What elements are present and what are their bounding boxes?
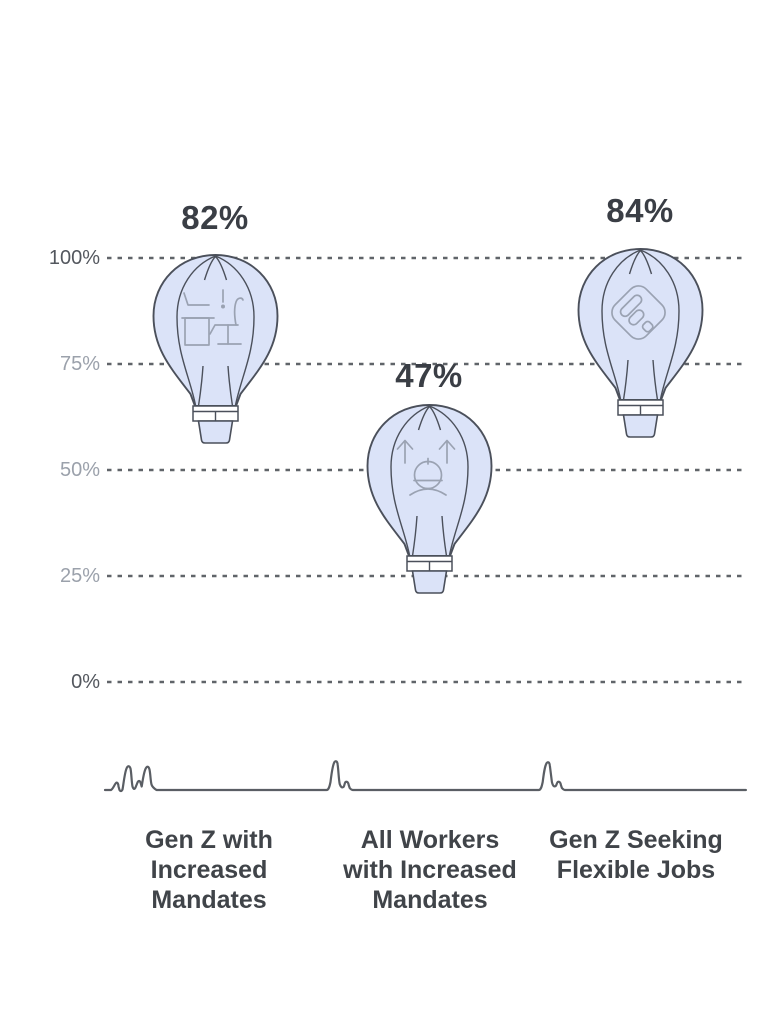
value-label-gen-z-mandates: 82% <box>181 199 249 236</box>
category-line: Mandates <box>151 886 267 914</box>
category-line: Flexible Jobs <box>556 856 716 884</box>
value-label-all-workers: 47% <box>395 357 463 394</box>
ground-grass-line <box>103 760 747 793</box>
flex-diamond-logo-icon <box>611 285 666 340</box>
y-tick-label-100: 100% <box>48 247 100 269</box>
y-tick-label-75: 75% <box>59 353 100 375</box>
category-line: Increased <box>150 856 268 884</box>
value-label-gen-z-flexible: 84% <box>606 192 674 229</box>
rising-arrows-sad-face-icon <box>396 439 456 496</box>
y-tick-label-50: 50% <box>59 459 100 481</box>
balloon-all-workers-increased-mandates <box>366 404 493 594</box>
category-line: All Workers <box>360 826 500 854</box>
balloon-gen-z-seeking-flexible-jobs <box>577 248 704 438</box>
category-line: Gen Z with <box>145 826 273 854</box>
y-tick-label-25: 25% <box>59 565 100 587</box>
category-label-gen-z-seeking-flexible-jobs: Gen Z Seeking Flexible Jobs <box>511 825 761 885</box>
y-tick-label-0: 0% <box>71 671 100 693</box>
office-desk-and-chair-icon <box>181 289 244 346</box>
category-line: Mandates <box>372 886 488 914</box>
balloon-gen-z-increased-mandates <box>152 254 279 444</box>
category-label-gen-z-increased-mandates: Gen Z with Increased Mandates <box>84 825 334 915</box>
category-label-all-workers-increased-mandates: All Workers with Increased Mandates <box>305 825 555 915</box>
category-line: with Increased <box>343 856 517 884</box>
category-line: Gen Z Seeking <box>549 826 723 854</box>
